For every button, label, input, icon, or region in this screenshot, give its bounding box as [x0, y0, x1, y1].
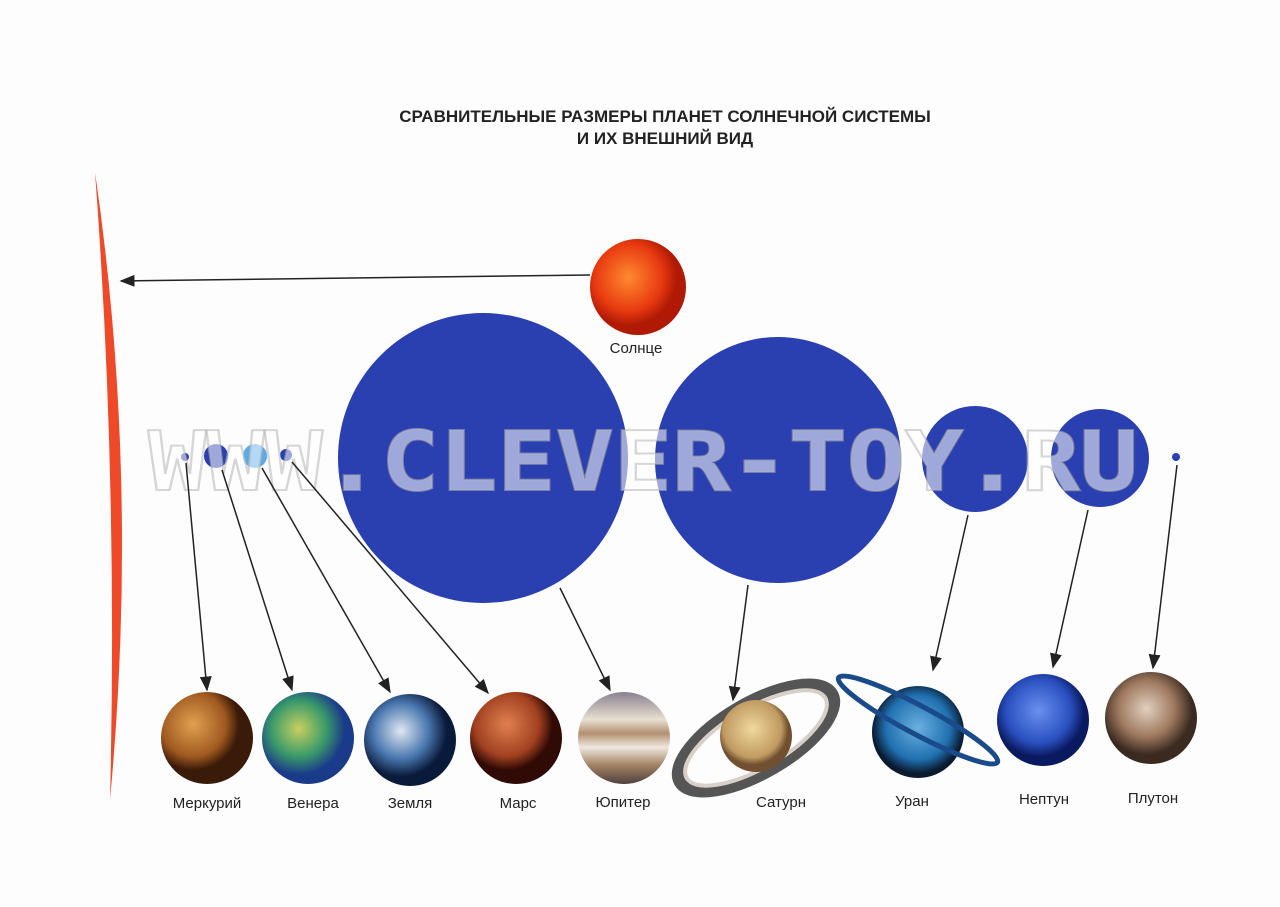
- arrows: [185, 461, 1178, 702]
- poster-title: СРАВНИТЕЛЬНЫЕ РАЗМЕРЫ ПЛАНЕТ СОЛНЕЧНОЙ С…: [0, 106, 1280, 150]
- planet-earth-image: [364, 694, 456, 786]
- label-saturn: Сатурн: [756, 794, 806, 811]
- svg-text:WWW.CLEVER-TOY.RU: WWW.CLEVER-TOY.RU: [148, 415, 1138, 510]
- arrow-earth: [261, 467, 391, 694]
- arrow-sun: [119, 274, 591, 287]
- arrow-venus: [221, 469, 294, 692]
- scale-venus: [204, 444, 228, 468]
- label-earth: Земля: [388, 795, 433, 812]
- sun-edge-arc: [95, 172, 122, 800]
- arrow-mars: [291, 461, 489, 695]
- title-line-2: И ИХ ВНЕШНИЙ ВИД: [576, 129, 754, 148]
- sun-image: [590, 239, 686, 335]
- scale-uranus: [922, 406, 1028, 512]
- arrow-jupiter: [559, 587, 611, 692]
- label-uranus: Уран: [895, 793, 929, 810]
- label-mars: Марс: [500, 795, 537, 812]
- planet-pluto-image: [1105, 672, 1197, 764]
- scale-circles: [181, 313, 1180, 603]
- scale-mercury: [181, 453, 189, 461]
- arrow-neptune: [1050, 509, 1089, 669]
- title-line-1: СРАВНИТЕЛЬНЫЕ РАЗМЕРЫ ПЛАНЕТ СОЛНЕЧНОЙ С…: [399, 107, 931, 126]
- label-pluto: Плутон: [1128, 790, 1178, 807]
- label-neptune: Нептун: [1019, 791, 1069, 808]
- label-mercury: Меркурий: [173, 795, 242, 812]
- label-venus: Венера: [287, 795, 339, 812]
- scale-earth: [243, 444, 267, 468]
- planet-saturn-image: [671, 678, 841, 798]
- scale-saturn: [655, 337, 901, 583]
- arrow-mercury: [185, 462, 212, 692]
- planet-uranus-image: [835, 673, 1001, 778]
- label-jupiter: Юпитер: [595, 794, 650, 811]
- arrow-pluto: [1148, 464, 1178, 670]
- scale-pluto: [1172, 453, 1180, 461]
- scale-neptune: [1051, 409, 1149, 507]
- scale-mars: [280, 449, 292, 461]
- planet-mercury-image: [161, 692, 253, 784]
- arrow-uranus: [930, 514, 969, 672]
- sun-label: Солнце: [610, 340, 663, 357]
- planet-mars-image: [470, 692, 562, 784]
- arrow-saturn: [728, 584, 749, 702]
- watermark: WWW.CLEVER-TOY.RU: [147, 414, 1139, 511]
- planet-venus-image: [262, 692, 354, 784]
- planet-jupiter-image: [578, 692, 670, 784]
- planet-neptune-image: [997, 674, 1089, 766]
- scale-jupiter: [338, 313, 628, 603]
